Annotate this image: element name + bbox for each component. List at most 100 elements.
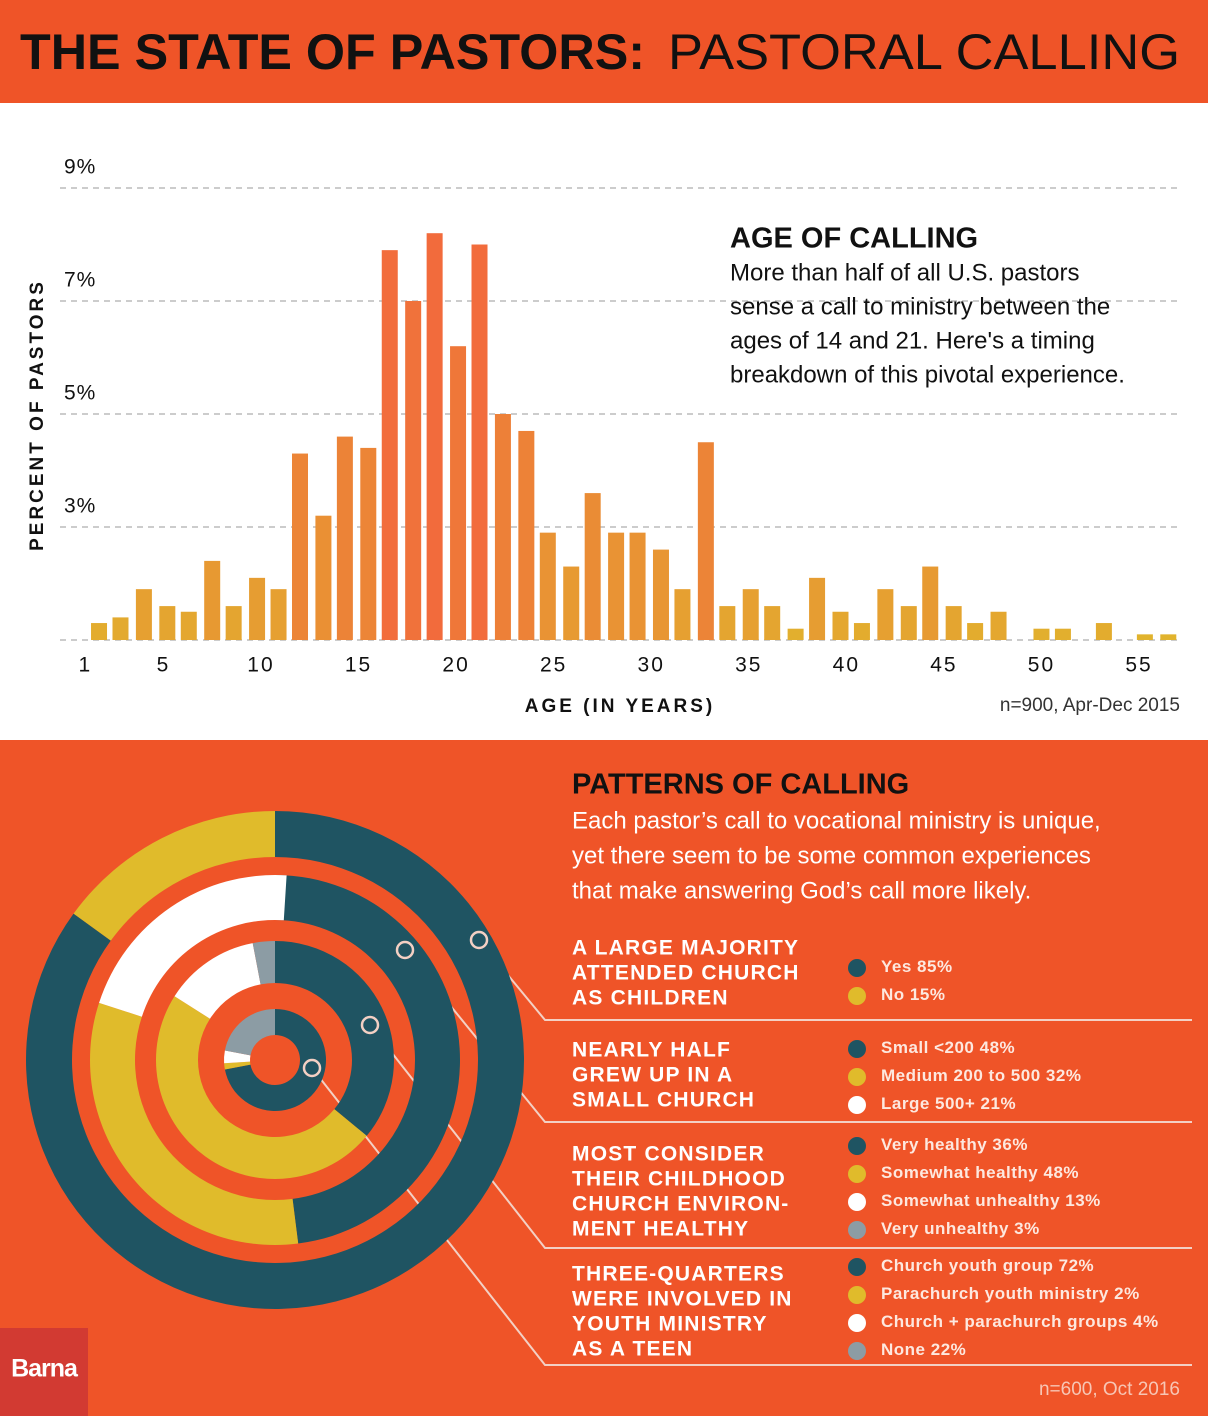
ring-label: THREE-QUARTERS bbox=[572, 1263, 785, 1286]
bar bbox=[315, 515, 332, 640]
legend-name: Yes bbox=[881, 957, 912, 976]
ring-label: WERE INVOLVED IN bbox=[572, 1288, 793, 1311]
donut-subtitle: yet there seem to be some common experie… bbox=[572, 842, 1091, 869]
legend-value: 36% bbox=[992, 1135, 1028, 1154]
bar bbox=[652, 549, 669, 640]
ring-segment bbox=[224, 1050, 251, 1064]
x-tick-label: 25 bbox=[540, 654, 567, 677]
legend-value: 48% bbox=[1044, 1163, 1080, 1182]
title-bold: THE STATE OF PASTORS: bbox=[20, 24, 645, 80]
connector-dot bbox=[360, 1015, 380, 1035]
logo-box bbox=[0, 1328, 88, 1416]
legend-name: Medium 200 to 500 bbox=[881, 1066, 1041, 1085]
ring-label: A LARGE MAJORITY bbox=[572, 937, 799, 960]
ring-label: ATTENDED CHURCH bbox=[572, 962, 800, 985]
legend-name: Parachurch youth ministry bbox=[881, 1284, 1109, 1303]
ring-label: SMALL CHURCH bbox=[572, 1089, 755, 1112]
legend-entry: Church youth group 72% bbox=[881, 1256, 1094, 1275]
ring-label: MOST CONSIDER bbox=[572, 1143, 765, 1166]
bar-subtitle: ages of 14 and 21. Here's a timing bbox=[730, 327, 1095, 354]
bar bbox=[945, 606, 962, 640]
legend-name: Very healthy bbox=[881, 1135, 987, 1154]
legend-value: 21% bbox=[981, 1094, 1017, 1113]
bar bbox=[967, 623, 984, 640]
ring-label: CHURCH ENVIRON- bbox=[572, 1193, 790, 1216]
ring-label: THEIR CHILDHOOD bbox=[572, 1168, 786, 1191]
ring-label: AS CHILDREN bbox=[572, 987, 729, 1010]
legend-dot bbox=[848, 1040, 866, 1058]
bar bbox=[1054, 628, 1071, 640]
bar bbox=[697, 442, 714, 640]
ring-segment bbox=[99, 875, 287, 1017]
y-tick-label: 9% bbox=[64, 156, 96, 179]
legend-name: Very unhealthy bbox=[881, 1219, 1009, 1238]
bar bbox=[112, 617, 129, 640]
x-tick-label: 15 bbox=[345, 654, 372, 677]
legend-name: Large 500+ bbox=[881, 1094, 975, 1113]
x-tick-label: 1 bbox=[79, 654, 93, 677]
legend-dot bbox=[848, 1096, 866, 1114]
bar bbox=[719, 606, 736, 640]
legend-entry: Somewhat healthy 48% bbox=[881, 1163, 1079, 1182]
y-tick-label: 3% bbox=[64, 495, 96, 518]
ring-segment bbox=[275, 941, 395, 1136]
legend-entry: None 22% bbox=[881, 1340, 966, 1359]
legend-entry: Somewhat unhealthy 13% bbox=[881, 1191, 1101, 1210]
x-tick-label: 45 bbox=[930, 654, 957, 677]
x-tick-label: 35 bbox=[735, 654, 762, 677]
chart-panel bbox=[0, 103, 1208, 740]
bar bbox=[360, 447, 377, 640]
legend-dot bbox=[848, 1221, 866, 1239]
legend-name: Church youth group bbox=[881, 1256, 1053, 1275]
legend-value: 32% bbox=[1046, 1066, 1082, 1085]
bar-note: n=900, Apr-Dec 2015 bbox=[1000, 695, 1180, 716]
legend-value: 85% bbox=[917, 957, 953, 976]
legend-name: None bbox=[881, 1340, 926, 1359]
legend-name: Church + parachurch groups bbox=[881, 1312, 1128, 1331]
donut-title: PATTERNS OF CALLING bbox=[572, 769, 909, 801]
bar bbox=[832, 611, 849, 640]
bar bbox=[922, 566, 939, 640]
legend-dot bbox=[848, 1314, 866, 1332]
legend-entry: Large 500+ 21% bbox=[881, 1094, 1016, 1113]
legend-entry: Very unhealthy 3% bbox=[881, 1219, 1040, 1238]
bar bbox=[629, 532, 646, 640]
legend-name: Somewhat healthy bbox=[881, 1163, 1038, 1182]
bar bbox=[249, 577, 266, 640]
donut-subtitle: that make answering God’s call more like… bbox=[572, 877, 1031, 904]
ring-segment bbox=[90, 1002, 299, 1245]
legend-dot bbox=[848, 1286, 866, 1304]
bar-subtitle: More than half of all U.S. pastors bbox=[730, 259, 1080, 286]
bar bbox=[1033, 628, 1050, 640]
legend-value: 2% bbox=[1114, 1284, 1140, 1303]
legend-value: 48% bbox=[980, 1038, 1016, 1057]
bar bbox=[270, 589, 287, 640]
y-axis-label: PERCENT OF PASTORS bbox=[27, 279, 48, 551]
legend-entry: Very healthy 36% bbox=[881, 1135, 1028, 1154]
bar bbox=[292, 453, 308, 640]
ring-segment bbox=[224, 1009, 327, 1112]
legend-dot bbox=[848, 1193, 866, 1211]
ring-label: MENT HEALTHY bbox=[572, 1218, 749, 1241]
bar bbox=[742, 589, 759, 640]
title-light: PASTORAL CALLING bbox=[668, 24, 1180, 80]
bar bbox=[584, 493, 601, 640]
ring-segment bbox=[275, 875, 461, 1244]
bar-subtitle: breakdown of this pivotal experience. bbox=[730, 361, 1125, 388]
bar bbox=[990, 611, 1007, 640]
bar bbox=[608, 532, 625, 640]
bar bbox=[159, 606, 176, 640]
legend-entry: Church + parachurch groups 4% bbox=[881, 1312, 1159, 1331]
bar bbox=[336, 436, 353, 640]
bar bbox=[1136, 634, 1153, 640]
legend-dot bbox=[848, 987, 866, 1005]
connector-dot bbox=[395, 940, 415, 960]
bar bbox=[225, 606, 242, 640]
ring-label: AS A TEEN bbox=[572, 1338, 693, 1361]
legend-entry: Parachurch youth ministry 2% bbox=[881, 1284, 1140, 1303]
y-tick-label: 5% bbox=[64, 382, 96, 405]
donut-note: n=600, Oct 2016 bbox=[1039, 1379, 1180, 1400]
legend-name: Somewhat unhealthy bbox=[881, 1191, 1060, 1210]
